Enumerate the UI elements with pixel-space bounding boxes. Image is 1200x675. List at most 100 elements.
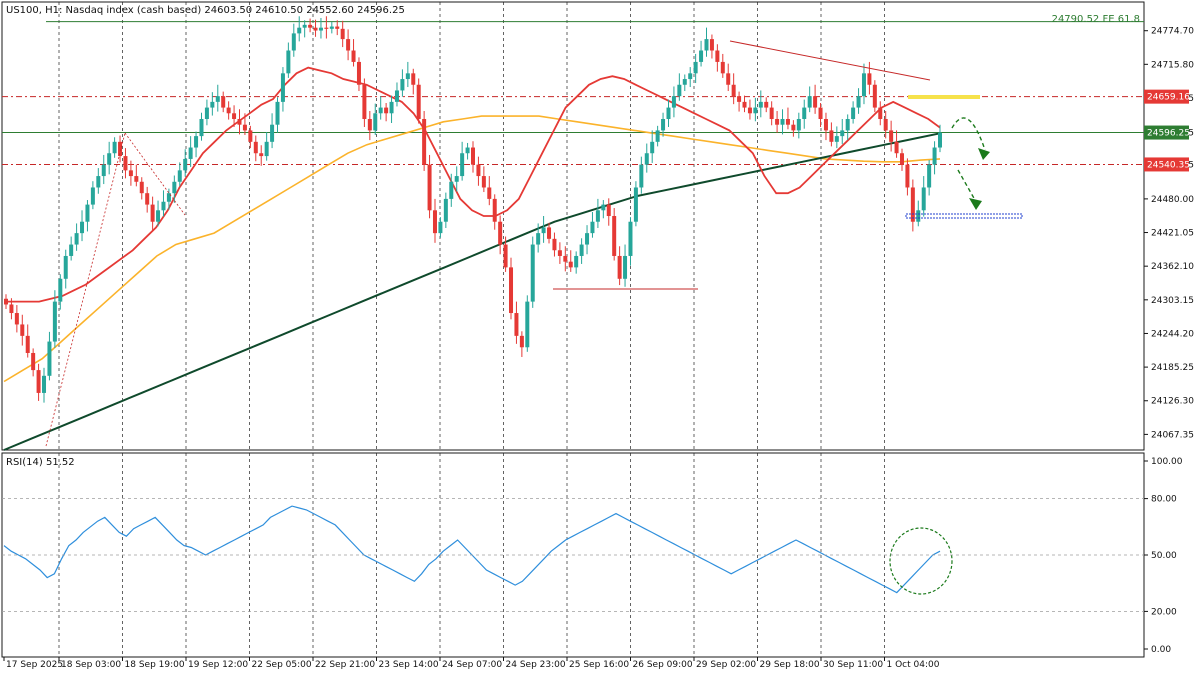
candle-body <box>720 61 725 74</box>
candle-body <box>389 101 394 114</box>
candle-body <box>422 118 427 165</box>
candle-body <box>275 101 280 125</box>
candle-body <box>465 147 470 154</box>
candle-body <box>302 24 307 28</box>
candle-body <box>4 298 8 305</box>
candle-body <box>471 147 475 165</box>
candle-body <box>427 164 432 211</box>
candle-body <box>80 221 85 234</box>
candle-body <box>85 204 90 222</box>
candle-body <box>536 233 541 245</box>
main-pane-border <box>1 1 1145 451</box>
candle-body <box>823 118 828 131</box>
candle-body <box>519 335 524 348</box>
candle-body <box>921 187 926 211</box>
candle-body <box>324 27 329 29</box>
projected-arrow-up <box>951 117 986 151</box>
resistance-zone <box>908 95 980 99</box>
candle-body <box>813 96 818 108</box>
candle-body <box>764 101 769 108</box>
candle-body <box>563 255 568 262</box>
time-tick-label: 22 Sep 05:00 <box>252 660 312 670</box>
candle-body <box>628 221 633 256</box>
candle-body <box>313 27 318 31</box>
price-tick-label: 24421.05 <box>1151 229 1194 239</box>
candle-body <box>661 118 666 131</box>
candle-body <box>927 164 932 188</box>
candle-body <box>916 210 921 222</box>
time-tick-label: 18 Sep 03:00 <box>61 660 121 670</box>
candle-body <box>775 118 780 125</box>
candle-body <box>503 244 508 268</box>
candle-body <box>682 79 687 85</box>
chart-title: US100, H1: Nasdaq index (cash based) 246… <box>6 5 405 16</box>
time-tick-label: 30 Sep 11:00 <box>823 660 883 670</box>
candle-body <box>291 33 296 51</box>
candle-body <box>156 210 161 222</box>
candle-body <box>242 124 247 131</box>
candle-body <box>547 227 552 239</box>
candle-body <box>753 107 758 114</box>
candle-body <box>69 244 74 256</box>
candle-body <box>166 193 171 202</box>
price-tick-label: 24303.15 <box>1151 296 1194 306</box>
candle-body <box>378 107 383 114</box>
candle-body <box>878 107 883 119</box>
candle-body <box>194 136 199 148</box>
time-tick-label: 22 Sep 21:00 <box>315 660 375 670</box>
candle-body <box>318 27 323 31</box>
candle-body <box>172 181 177 194</box>
candle-body <box>655 130 660 142</box>
candle-body <box>264 141 269 157</box>
candle-body <box>834 136 839 142</box>
price-tick-label: 24067.35 <box>1151 430 1194 440</box>
candle-body <box>449 181 454 199</box>
candle-body <box>362 84 367 119</box>
price-tick-label: 24480.00 <box>1151 195 1194 205</box>
candle-body <box>666 107 671 119</box>
candle-body <box>899 153 904 165</box>
candle-body <box>883 118 888 131</box>
candle-body <box>36 370 41 393</box>
price-tick-label: 24244.20 <box>1151 329 1194 339</box>
candle-body <box>726 73 731 85</box>
candle-body <box>443 198 448 222</box>
rsi-circle-highlight <box>889 527 953 595</box>
candle-body <box>671 96 676 108</box>
candle-body <box>373 113 378 131</box>
candle-body <box>416 84 421 119</box>
time-tick-label: 1 Oct 04:00 <box>887 660 940 670</box>
candle-body <box>905 164 910 188</box>
candle-body <box>63 255 68 279</box>
candle-body <box>118 141 123 157</box>
candle-body <box>204 107 209 119</box>
candle-body <box>438 221 443 234</box>
candle-body <box>557 250 562 256</box>
candle-body <box>509 267 514 314</box>
price-tick-label: 24185.25 <box>1151 363 1194 373</box>
candle-body <box>840 130 845 137</box>
candle-body <box>633 187 638 222</box>
candle-body <box>856 96 861 108</box>
rsi-tick-label: 20.00 <box>1151 607 1177 617</box>
candle-body <box>530 244 535 302</box>
descending-trendline <box>729 40 931 81</box>
time-tick-label: 29 Sep 02:00 <box>696 660 756 670</box>
candle-body <box>699 50 704 62</box>
candle-body <box>329 26 334 29</box>
candle-body <box>845 118 850 131</box>
candle-body <box>796 118 801 131</box>
candle-body <box>623 255 628 279</box>
candle-body <box>340 28 345 40</box>
candle-body <box>52 301 57 342</box>
candle-body <box>74 233 79 245</box>
candle-body <box>351 50 356 62</box>
candle-body <box>590 221 595 234</box>
candle-body <box>731 84 736 97</box>
candle-body <box>150 204 155 222</box>
candle-body <box>606 204 611 217</box>
candle-body <box>818 107 823 119</box>
price-level-label: 24540.35 <box>1147 160 1190 170</box>
